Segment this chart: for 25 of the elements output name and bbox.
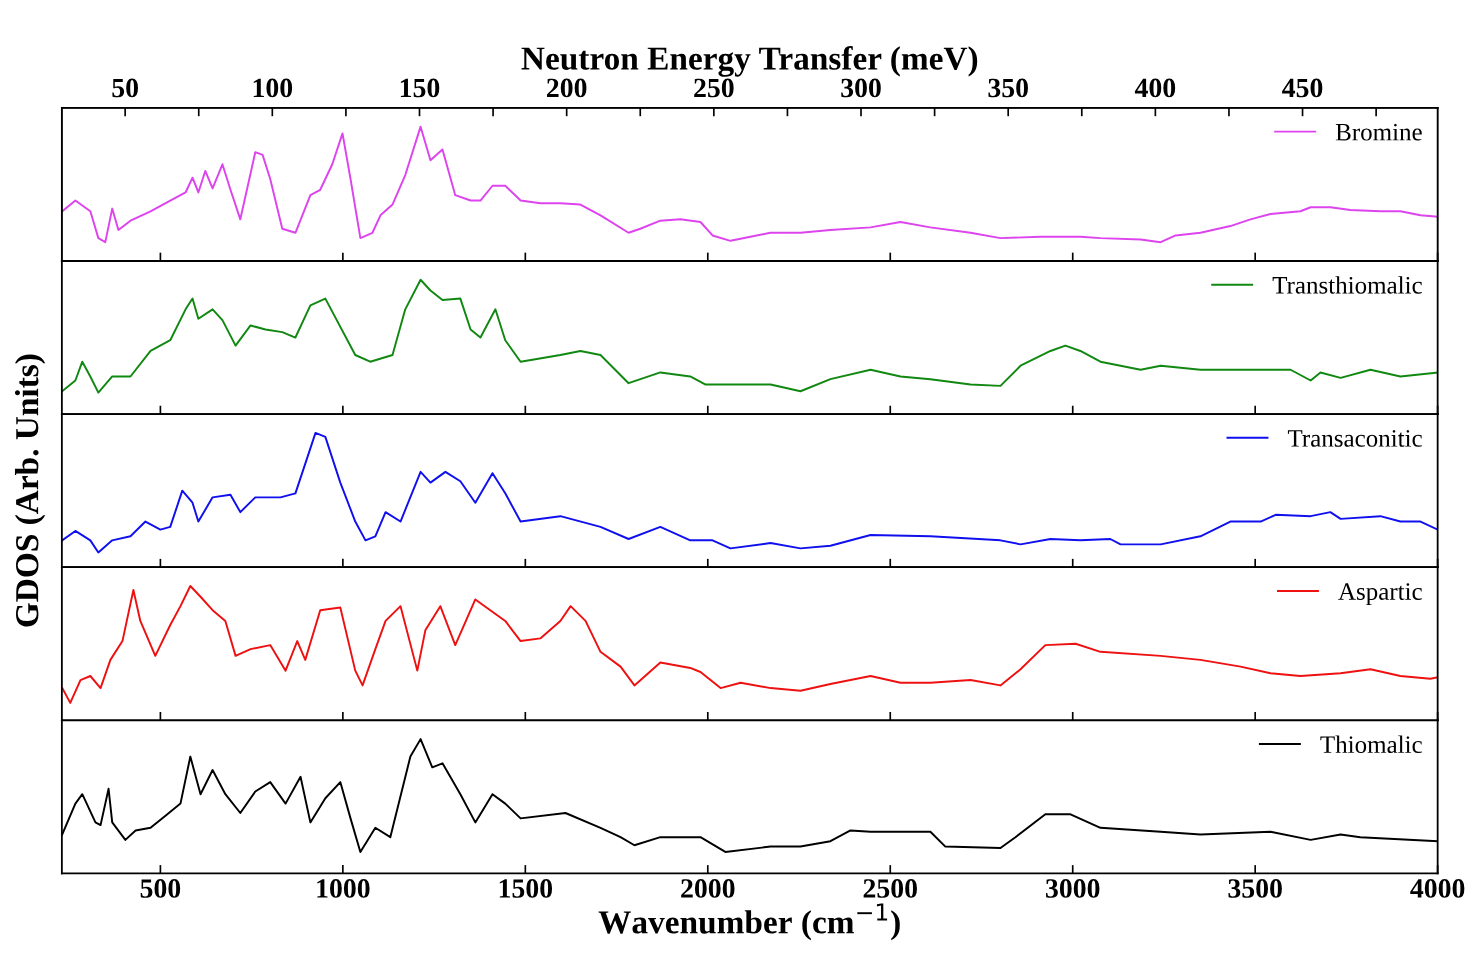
x2-tick-label: 350 (988, 78, 1028, 98)
x-tick-label: 2500 (863, 879, 917, 898)
x2-tick-label: 50 (112, 78, 138, 98)
x2-tick-label: 450 (1282, 78, 1323, 98)
x-tick-label: 3500 (1228, 879, 1282, 898)
x-tick-label: 1500 (499, 879, 553, 898)
x2-tick-label: 400 (1134, 78, 1176, 98)
legend-label: Thiomalic (1320, 735, 1422, 754)
legend-label: Transthiomalic (1272, 276, 1422, 294)
x2-axis-title: Neutron Energy Transfer (meV) (521, 46, 978, 77)
y-axis-title: GDOS (Arb. Units) (14, 354, 46, 627)
x2-tick-label: 200 (547, 78, 587, 98)
x-axis-title: Wavenumber (cm$^{−1}$) (598, 903, 900, 941)
x-tick-label: 2000 (681, 879, 735, 898)
x-tick-label: 4000 (1410, 879, 1465, 898)
x-tick-label: 500 (140, 879, 181, 898)
x2-tick-label: 150 (400, 78, 440, 98)
legend-label: Bromine (1335, 123, 1422, 141)
x-tick-label: 1000 (317, 879, 370, 898)
legend-label: Transaconitic (1287, 430, 1422, 447)
legend-label: Aspartic (1338, 583, 1422, 606)
x2-tick-label: 100 (253, 78, 293, 98)
x-tick-label: 3000 (1045, 879, 1100, 898)
x2-tick-label: 300 (841, 78, 881, 98)
x2-tick-label: 250 (694, 78, 734, 98)
